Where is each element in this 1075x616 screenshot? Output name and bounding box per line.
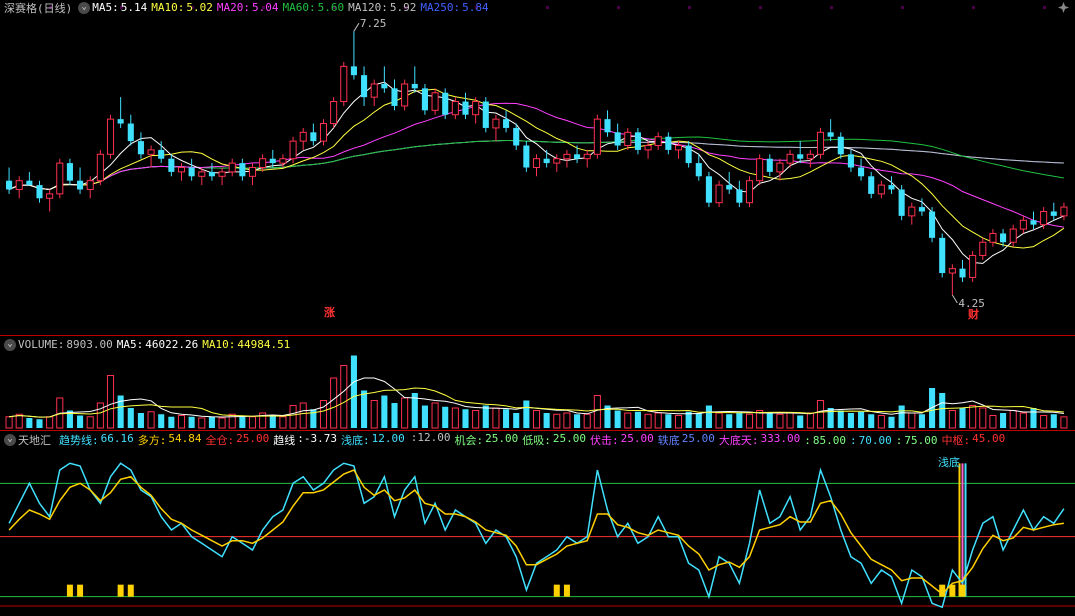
legend-value: 54.84 bbox=[168, 432, 201, 448]
legend-value: 25.00 bbox=[236, 432, 269, 448]
annotation-cai: 财 bbox=[968, 306, 979, 322]
legend-value: 5.04 bbox=[252, 1, 279, 14]
legend-value: 75.00 bbox=[904, 434, 937, 447]
volume-panel[interactable]: ⌄ VOLUME:8903.00 MA5:46022.26 MA10:44984.5… bbox=[0, 335, 1075, 430]
legend-item: 浅底:12.00 bbox=[341, 432, 405, 448]
indicator-title: 天地汇 bbox=[18, 432, 51, 448]
price-title: 深赛格(日线) bbox=[4, 0, 72, 16]
legend-item: 趋线:-3.73 bbox=[273, 432, 337, 448]
legend-item: MA10:44984.51 bbox=[202, 338, 290, 351]
legend-value: 25.00 bbox=[682, 432, 715, 448]
legend-label: 伏击: bbox=[590, 432, 619, 448]
legend-item: MA60:5.60 bbox=[283, 1, 345, 14]
legend-item: VOLUME:8903.00 bbox=[18, 338, 113, 351]
legend-item: 趋势线:66.16 bbox=[59, 432, 134, 448]
legend-item: :85.00 bbox=[804, 434, 846, 447]
legend-label: 大底天: bbox=[719, 432, 759, 448]
chart-settings-icon[interactable] bbox=[1058, 2, 1069, 13]
legend-item: 中枢:45.00 bbox=[942, 432, 1006, 448]
legend-label: 趋势线: bbox=[59, 432, 99, 448]
legend-value: 46022.26 bbox=[145, 338, 198, 351]
legend-item: 伏击:25.00 bbox=[590, 432, 654, 448]
legend-value: 45.00 bbox=[972, 432, 1005, 448]
legend-label: 低吸: bbox=[522, 432, 551, 448]
qiandi-label: 浅底 bbox=[938, 454, 960, 470]
legend-item: MA10:5.02 bbox=[151, 1, 213, 14]
legend-label: 趋线 bbox=[273, 432, 295, 448]
legend-item: MA5:46022.26 bbox=[117, 338, 198, 351]
candlestick-chart[interactable] bbox=[0, 0, 1075, 335]
legend-value: :-3.73 bbox=[297, 432, 337, 448]
legend-label: 浅底: bbox=[341, 432, 370, 448]
legend-value: 44984.51 bbox=[237, 338, 290, 351]
legend-value: 5.60 bbox=[318, 1, 345, 14]
legend-value: :12.00 bbox=[411, 431, 451, 444]
legend-value: 333.00 bbox=[761, 432, 801, 448]
volume-header: ⌄ VOLUME:8903.00 MA5:46022.26 MA10:44984.5… bbox=[0, 337, 1075, 352]
legend-value: 25.00 bbox=[553, 432, 586, 448]
legend-label: 中枢: bbox=[942, 432, 971, 448]
volume-collapse-icon[interactable]: ⌄ bbox=[4, 339, 16, 351]
legend-value: 8903.00 bbox=[66, 338, 112, 351]
indicator-chart[interactable] bbox=[0, 430, 1075, 616]
legend-item: :75.00 bbox=[896, 434, 938, 447]
indicator-panel[interactable]: ⌄ 天地汇 趋势线:66.16多方:54.84全仓:25.00趋线:-3.73浅… bbox=[0, 430, 1075, 616]
legend-item: 轶底25.00 bbox=[658, 432, 715, 448]
legend-item: MA250:5.84 bbox=[420, 1, 488, 14]
legend-value: 5.84 bbox=[462, 1, 489, 14]
legend-label: MA250: bbox=[420, 1, 460, 14]
legend-value: 66.16 bbox=[101, 432, 134, 448]
legend-value: 25.00 bbox=[485, 432, 518, 448]
legend-label: MA60: bbox=[283, 1, 316, 14]
legend-value: 85.00 bbox=[813, 434, 846, 447]
legend-item: 多方:54.84 bbox=[138, 432, 202, 448]
legend-label: 机会: bbox=[455, 432, 484, 448]
legend-value: 5.14 bbox=[121, 1, 148, 14]
indicator-collapse-icon[interactable]: ⌄ bbox=[4, 434, 16, 446]
legend-label: MA120: bbox=[348, 1, 388, 14]
price-collapse-icon[interactable]: ⌄ bbox=[78, 2, 90, 14]
legend-value: 5.02 bbox=[186, 1, 213, 14]
annotation-zhang: 涨 bbox=[324, 304, 335, 320]
indicator-header: ⌄ 天地汇 趋势线:66.16多方:54.84全仓:25.00趋线:-3.73浅… bbox=[0, 432, 1075, 447]
legend-label: 轶底 bbox=[658, 432, 680, 448]
legend-item: 全仓:25.00 bbox=[206, 432, 270, 448]
legend-label: 全仓: bbox=[206, 432, 235, 448]
legend-label: MA5: bbox=[117, 338, 144, 351]
price-header: 深赛格(日线) ⌄ MA5:5.14MA10:5.02MA20:5.04MA60… bbox=[0, 0, 1075, 15]
high-price-label: 7.25 bbox=[360, 17, 387, 30]
legend-value: 70.00 bbox=[859, 434, 892, 447]
legend-label: VOLUME: bbox=[18, 338, 64, 351]
legend-item: 低吸:25.00 bbox=[522, 432, 586, 448]
legend-value: 5.92 bbox=[390, 1, 417, 14]
legend-value: 25.00 bbox=[621, 432, 654, 448]
legend-label: MA10: bbox=[151, 1, 184, 14]
legend-label: MA20: bbox=[217, 1, 250, 14]
legend-item: MA5:5.14 bbox=[92, 1, 147, 14]
legend-label: : bbox=[850, 434, 857, 447]
legend-label: MA5: bbox=[92, 1, 119, 14]
legend-label: : bbox=[804, 434, 811, 447]
legend-item: 机会:25.00 bbox=[455, 432, 519, 448]
legend-value: 12.00 bbox=[372, 432, 405, 448]
legend-label: : bbox=[896, 434, 903, 447]
legend-item: MA20:5.04 bbox=[217, 1, 279, 14]
candlestick-panel[interactable]: 深赛格(日线) ⌄ MA5:5.14MA10:5.02MA20:5.04MA60… bbox=[0, 0, 1075, 335]
legend-item: 大底天:333.00 bbox=[719, 432, 800, 448]
legend-item: :12.00 bbox=[409, 431, 451, 444]
legend-label: 多方: bbox=[138, 432, 167, 448]
legend-label: MA10: bbox=[202, 338, 235, 351]
legend-item: :70.00 bbox=[850, 434, 892, 447]
legend-item: MA120:5.92 bbox=[348, 1, 416, 14]
